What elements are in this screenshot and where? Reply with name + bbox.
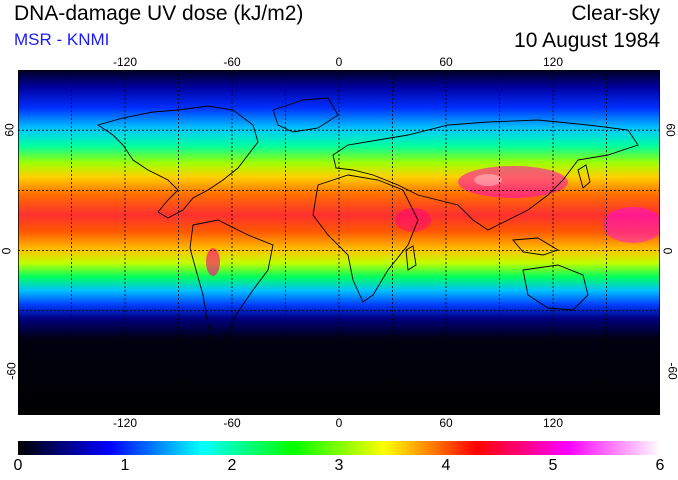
- eurasia-outline: [332, 119, 639, 231]
- longitude-tick-bottom: 60: [439, 416, 453, 430]
- colorbar-label: 5: [548, 457, 558, 474]
- longitude-tick-bottom: 120: [542, 416, 564, 430]
- coastlines: [96, 97, 639, 351]
- longitude-tick-top: -60: [223, 55, 241, 69]
- date-label: 10 August 1984: [514, 29, 660, 52]
- arabia-hotspot: [395, 208, 431, 232]
- colorbar-label: 6: [655, 457, 665, 474]
- latitude-tick-left: -60: [4, 362, 19, 380]
- australia-outline: [522, 264, 589, 311]
- latitude-tick-right: 0: [660, 247, 675, 254]
- colorbar-label: 4: [441, 457, 451, 474]
- graticule: [18, 70, 660, 415]
- longitude-tick-top: 60: [439, 55, 453, 69]
- colorbar-label: 2: [227, 457, 237, 474]
- longitude-tick-top: -120: [112, 55, 138, 69]
- colorbar: [18, 441, 660, 455]
- sky-condition-label: Clear-sky: [571, 2, 660, 25]
- indonesia-outline: [512, 237, 560, 256]
- colorbar-label: 1: [120, 457, 130, 474]
- tibet-hotspot: [458, 166, 568, 198]
- longitude-tick-top: 120: [542, 55, 564, 69]
- latitude-tick-left: 60: [2, 123, 17, 137]
- japan-outline: [577, 164, 591, 189]
- latitude-tick-right: -60: [665, 362, 678, 380]
- colorbar-label: 3: [334, 457, 344, 474]
- longitude-tick-bottom: 0: [335, 416, 343, 430]
- world-map: [18, 70, 660, 415]
- colorbar-label: 0: [13, 457, 23, 474]
- greenland-outline: [272, 97, 339, 133]
- page-title: DNA-damage UV dose (kJ/m2): [14, 2, 304, 25]
- south-america-outline: [189, 219, 274, 351]
- pacific-hotspot: [603, 207, 660, 243]
- longitude-tick-bottom: -120: [112, 416, 138, 430]
- north-america-outline: [96, 105, 259, 219]
- longitude-tick-top: 0: [335, 55, 343, 69]
- himalaya-peak: [474, 174, 502, 186]
- credit-label: MSR - KNMI: [14, 30, 110, 49]
- latitude-tick-right: 60: [663, 123, 678, 137]
- andes-hotspot: [206, 248, 220, 276]
- longitude-tick-bottom: -60: [223, 416, 241, 430]
- madagascar-outline: [405, 245, 417, 271]
- latitude-tick-left: 0: [0, 247, 14, 254]
- africa-outline: [312, 174, 419, 303]
